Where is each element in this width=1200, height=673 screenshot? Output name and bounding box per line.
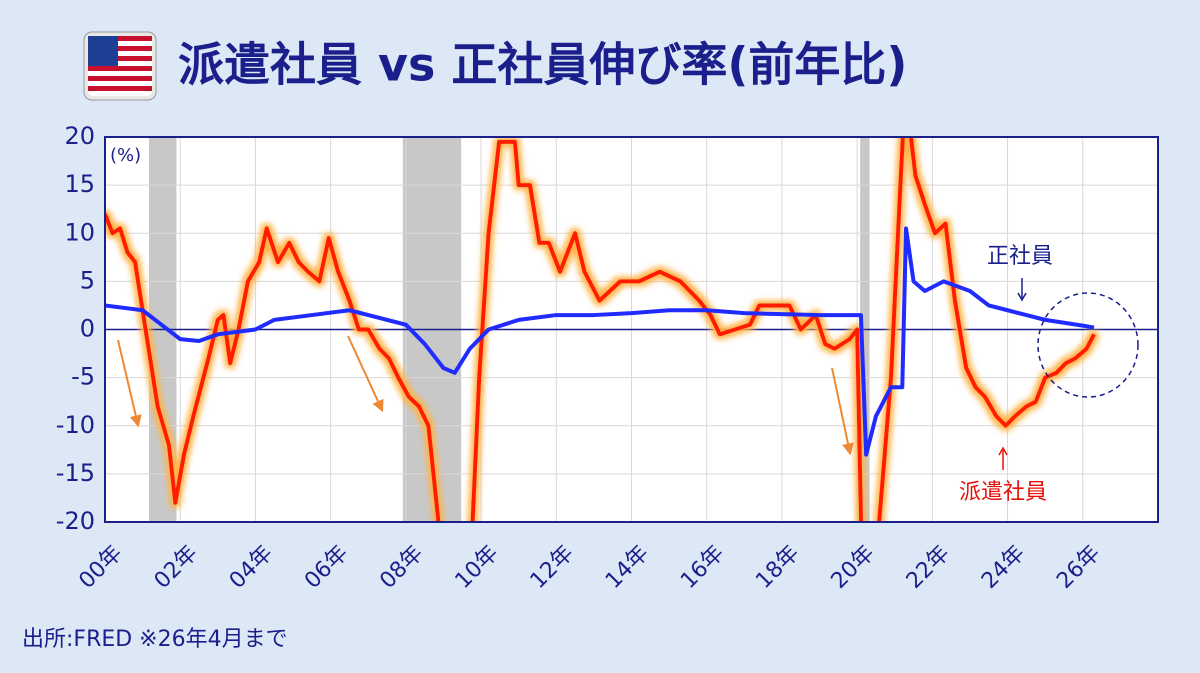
y-tick-label: -15 — [56, 459, 95, 487]
x-tick-label: 10年 — [451, 541, 504, 594]
y-tick-label: 0 — [80, 315, 95, 343]
chart-title: 派遣社員 vs 正社員伸び率(前年比) — [178, 38, 907, 92]
x-tick-label: 12年 — [526, 541, 579, 594]
label-arrow — [998, 446, 1008, 456]
plot-frame — [104, 136, 1159, 523]
arrow — [117, 339, 142, 428]
x-tick-label: 26年 — [1052, 541, 1105, 594]
series-line — [105, 226, 1095, 457]
x-tick-label: 06年 — [300, 541, 353, 594]
series-group — [105, 137, 1096, 522]
x-tick-label: 04年 — [225, 541, 278, 594]
y-tick-label: 20 — [64, 122, 95, 150]
x-tick-label: 24年 — [977, 541, 1030, 594]
arrow — [831, 367, 854, 456]
series-label: 正社員 — [987, 244, 1053, 269]
arrow — [347, 335, 384, 413]
y-tick-label: 5 — [80, 266, 95, 294]
x-tick-label: 18年 — [751, 541, 804, 594]
x-tick-label: 20年 — [827, 541, 880, 594]
x-tick-label: 16年 — [676, 541, 729, 594]
highlight-circle — [1037, 292, 1139, 398]
y-tick-label: -10 — [56, 411, 95, 439]
x-tick-label: 02年 — [150, 541, 203, 594]
y-unit-label: (%) — [110, 145, 141, 166]
x-tick-label: 08年 — [375, 541, 428, 594]
x-tick-label: 22年 — [902, 541, 955, 594]
flag — [83, 31, 157, 101]
y-tick-label: -5 — [71, 363, 95, 391]
label-arrow — [1017, 292, 1027, 302]
y-tick-label: 10 — [64, 218, 95, 246]
x-tick-label: 14年 — [601, 541, 654, 594]
series-line — [105, 137, 1096, 522]
series-label: 派遣社員 — [959, 480, 1047, 505]
x-tick-label: 00年 — [74, 541, 127, 594]
y-tick-label: -20 — [56, 507, 95, 535]
y-tick-label: 15 — [64, 170, 95, 198]
source-note: 出所:FRED ※26年4月まで — [22, 627, 288, 652]
